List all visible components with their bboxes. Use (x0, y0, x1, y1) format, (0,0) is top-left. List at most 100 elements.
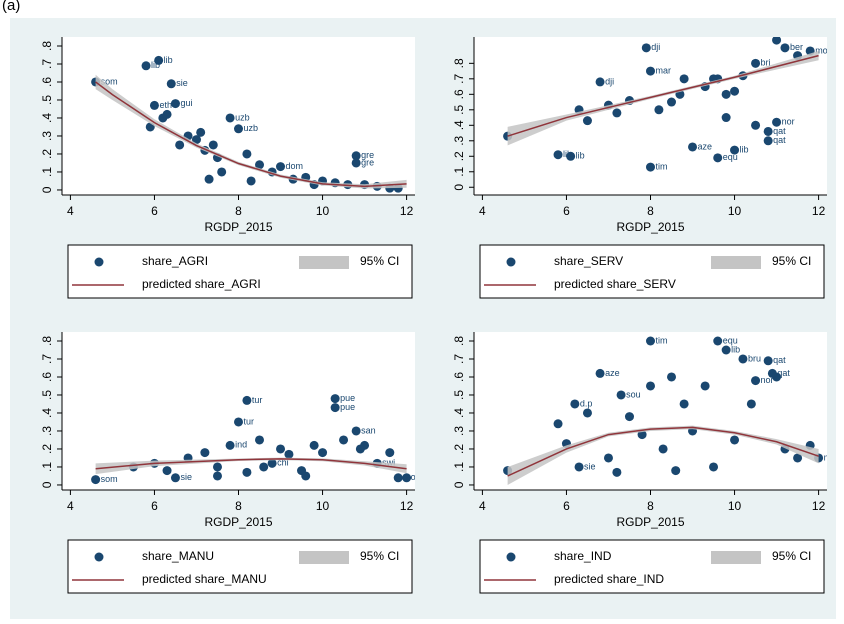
point-label: d.p (580, 398, 593, 408)
y-tick-label: .3 (452, 426, 466, 436)
point (242, 395, 252, 405)
x-axis-title: RGDP_2015 (204, 515, 272, 529)
y-tick-label: .3 (452, 135, 466, 145)
point (646, 162, 655, 172)
legend-label: predicted share_SERV (554, 277, 676, 291)
y-tick-label: .8 (452, 58, 466, 68)
x-tick-label: 6 (563, 204, 570, 218)
point-label: mar (656, 65, 672, 75)
point (709, 462, 719, 472)
point-label: som (101, 76, 118, 86)
y-tick-label: .8 (40, 336, 54, 346)
point (574, 462, 584, 472)
point-label: tur (252, 395, 263, 405)
y-tick-label: .1 (452, 166, 466, 176)
point-label: lib (740, 144, 749, 154)
point (751, 120, 761, 130)
point-label: eth (159, 100, 172, 110)
y-tick-label: .4 (452, 408, 466, 418)
point (700, 381, 710, 391)
point-label: lib (731, 344, 740, 354)
legend-box (67, 539, 413, 594)
point (276, 444, 286, 454)
point-label: ber (790, 42, 803, 52)
fit-line (507, 54, 819, 137)
y-tick-label: .2 (40, 149, 54, 159)
confidence-band (95, 74, 407, 189)
y-tick-label: .3 (40, 426, 54, 436)
point-label: qat (773, 355, 786, 365)
y-tick-label: .5 (40, 390, 54, 400)
point (234, 417, 243, 427)
point-label: qat (777, 368, 790, 378)
point (351, 158, 361, 168)
x-tick-label: 10 (316, 499, 330, 513)
point (570, 399, 580, 409)
plot-area (62, 37, 415, 195)
point (553, 419, 563, 429)
point (641, 43, 651, 53)
legend-marker (506, 552, 516, 562)
point (730, 86, 740, 96)
y-tick-label: .6 (40, 372, 54, 382)
point (730, 145, 740, 155)
point (595, 77, 605, 87)
legend-label: 95% CI (360, 549, 399, 563)
legend-swatch (299, 256, 349, 269)
point-label: ind (235, 440, 247, 450)
point-label: sou (626, 389, 641, 399)
point-label: equ (723, 152, 738, 162)
y-tick-label: 0 (40, 481, 54, 488)
y-tick-label: .6 (40, 77, 54, 87)
y-tick-label: .4 (452, 120, 466, 130)
x-tick-label: 4 (67, 204, 74, 218)
point (763, 136, 773, 146)
x-axis-title: RGDP_2015 (204, 220, 272, 234)
point (355, 444, 365, 454)
point-label: bru (748, 353, 761, 363)
point (582, 408, 592, 418)
legend-marker (94, 257, 104, 267)
legend-label: predicted share_AGRI (142, 277, 261, 291)
y-tick-label: .3 (40, 131, 54, 141)
point (582, 116, 592, 126)
legend-label: share_IND (554, 549, 612, 563)
point-label: lib (576, 151, 585, 161)
point (301, 471, 311, 481)
panel: 0 .1 .2 .3 .4 .5 .6 .7 .8 4 6 8 10 12 RGDP_2015 som ind t… (40, 332, 415, 594)
y-tick-label: 0 (40, 186, 54, 193)
point (259, 462, 269, 472)
point (234, 124, 243, 134)
plot-content: d.pazesoutimequlibbrunorqatmonsieqat (503, 335, 827, 485)
point (763, 126, 773, 136)
point-label: nor (761, 375, 774, 385)
legend-marker (506, 257, 516, 267)
point (166, 79, 176, 89)
y-tick-label: .2 (40, 444, 54, 454)
point-label: chi (277, 458, 289, 468)
point (393, 473, 403, 483)
point (162, 466, 172, 476)
point (624, 412, 634, 422)
point-label: mon (815, 45, 833, 55)
y-tick-label: .1 (452, 462, 466, 472)
point (667, 372, 677, 382)
y-tick-label: .4 (40, 113, 54, 123)
point (351, 151, 361, 161)
point (646, 381, 655, 391)
point-label: dom (286, 161, 304, 171)
panel-label: (a) (2, 0, 20, 14)
fit-line (95, 458, 407, 470)
point (595, 368, 605, 378)
panel: 0 .1 .2 .3 .4 .5 .6 .7 .8 4 6 8 10 12 RGDP_2015 som libl… (40, 37, 415, 299)
x-tick-label: 4 (479, 204, 486, 218)
point (255, 160, 265, 170)
point (679, 74, 689, 84)
point-label: tur (244, 416, 255, 426)
x-tick-label: 6 (151, 499, 158, 513)
y-tick-label: .1 (40, 167, 54, 177)
point (616, 390, 626, 400)
point (793, 453, 803, 463)
